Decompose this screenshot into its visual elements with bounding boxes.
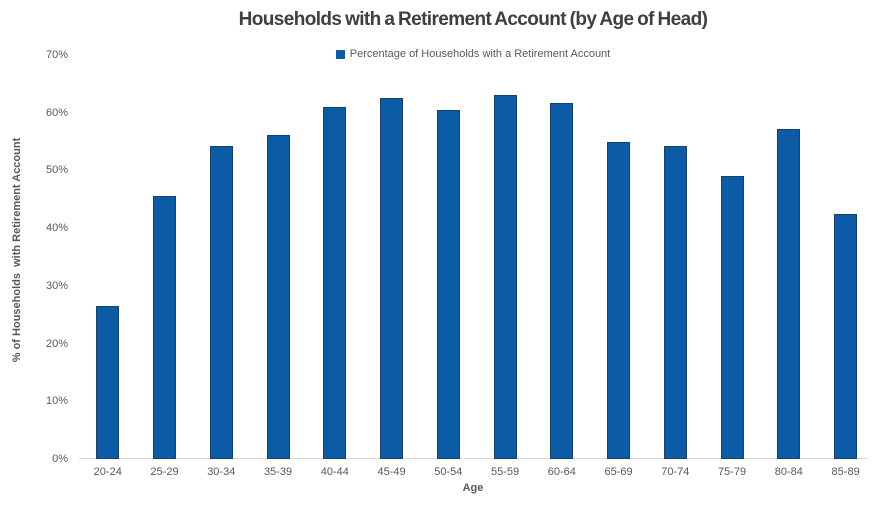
x-tick-label-55-59: 55-59	[490, 466, 520, 478]
bar-80-84	[777, 129, 801, 459]
y-tick-label-40: 40%	[45, 222, 68, 235]
y-tick-label-20: 20%	[45, 337, 68, 350]
bar-55-59	[493, 95, 517, 459]
y-tick-label-10: 10%	[45, 395, 68, 408]
y-tick-label-60: 60%	[45, 106, 68, 119]
y-tick-label-50: 50%	[45, 164, 68, 177]
bar-35-39	[266, 134, 290, 459]
x-tick-label-35-39: 35-39	[263, 466, 293, 478]
x-axis-title: Age	[462, 482, 484, 494]
x-tick-label-70-74: 70-74	[661, 466, 690, 478]
bar-45-49	[380, 98, 404, 459]
x-tick-label-60-64: 60-64	[547, 466, 576, 478]
legend: Percentage of Households with a Retireme…	[79, 48, 867, 60]
x-tick-label-25-29: 25-29	[150, 466, 179, 478]
x-tick-label-20-24: 20-24	[93, 466, 122, 478]
y-tick-label-30: 30%	[45, 279, 68, 292]
x-tick-label-80-84: 80-84	[774, 466, 803, 478]
x-tick-label-45-49: 45-49	[377, 466, 406, 478]
bar-60-64	[550, 103, 574, 459]
x-tick-label-75-79: 75-79	[718, 466, 747, 478]
bar-85-89	[834, 213, 858, 459]
bar-20-24	[96, 306, 120, 459]
bar-70-74	[663, 145, 687, 459]
bar-25-29	[153, 196, 176, 459]
legend-series-marker-icon	[335, 49, 345, 59]
x-axis-line	[79, 458, 867, 459]
bar-75-79	[720, 175, 744, 459]
y-tick-label-0: 0%	[52, 453, 68, 465]
x-tick-label-30-34: 30-34	[207, 466, 236, 478]
chart-title: Households with a Retirement Account (by…	[238, 9, 708, 30]
bar-65-69	[607, 142, 631, 459]
x-tick-label-40-44: 40-44	[320, 466, 349, 478]
legend-series-label: Percentage of Households with a Retireme…	[349, 48, 611, 60]
x-tick-label-65-69: 65-69	[604, 466, 633, 478]
bar-40-44	[323, 106, 347, 459]
bar-30-34	[209, 145, 233, 459]
x-tick-label-50-54: 50-54	[434, 466, 463, 478]
x-tick-label-85-89: 85-89	[831, 466, 860, 478]
bar-50-54	[436, 110, 460, 459]
y-tick-label-70: 70%	[45, 49, 68, 61]
